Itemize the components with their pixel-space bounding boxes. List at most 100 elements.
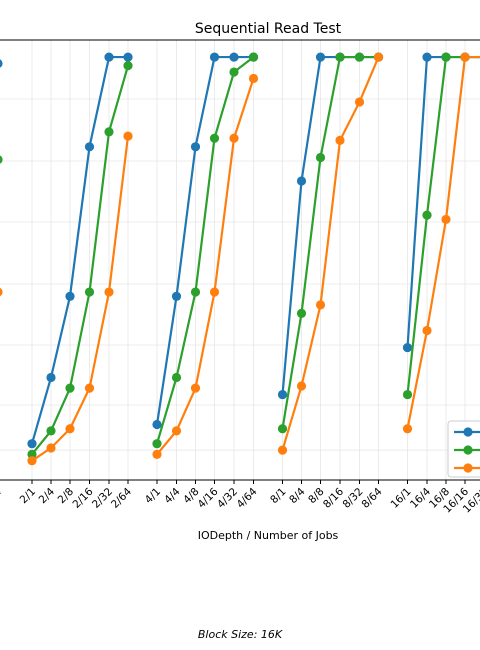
x-tick-labels: 1/64 2/12/42/82/162/322/64 4/1 4/44/84/164/… bbox=[0, 480, 480, 516]
series-line-segment bbox=[31, 65, 130, 456]
x-tick-label: 4/32 bbox=[215, 486, 240, 511]
x-tick-label: 8/1 bbox=[268, 486, 288, 506]
data-point bbox=[209, 287, 220, 297]
data-point bbox=[296, 381, 307, 391]
data-point bbox=[229, 133, 239, 143]
data-point bbox=[0, 287, 3, 297]
data-point bbox=[84, 287, 95, 297]
data-point bbox=[123, 52, 133, 62]
data-point bbox=[190, 383, 201, 393]
data-point bbox=[171, 372, 182, 383]
data-point bbox=[277, 389, 288, 400]
data-point bbox=[46, 426, 56, 436]
data-point bbox=[402, 389, 413, 400]
legend-marker bbox=[463, 445, 473, 455]
footer-caption: Block Size: 16K bbox=[197, 628, 283, 641]
data-point bbox=[335, 52, 345, 62]
x-tick-label: 1/64 bbox=[0, 485, 4, 510]
x-tick-label: 2/64 bbox=[109, 485, 134, 510]
data-point bbox=[248, 73, 259, 84]
data-point bbox=[296, 176, 307, 186]
data-point bbox=[27, 439, 37, 449]
data-point bbox=[0, 59, 3, 68]
x-tick-label: 2/4 bbox=[37, 485, 58, 506]
x-tick-label: 4/16 bbox=[195, 485, 220, 510]
data-point bbox=[46, 372, 56, 383]
data-point bbox=[441, 52, 451, 62]
x-tick-label: 4/1 bbox=[143, 486, 163, 506]
data-point bbox=[402, 424, 413, 434]
data-point bbox=[460, 52, 470, 62]
data-point bbox=[229, 52, 239, 62]
series-lines bbox=[0, 52, 480, 466]
data-point bbox=[152, 419, 162, 430]
data-point bbox=[65, 291, 75, 301]
data-point bbox=[209, 52, 220, 62]
data-point bbox=[84, 383, 95, 393]
data-point bbox=[315, 152, 326, 163]
data-point bbox=[335, 135, 345, 145]
data-point bbox=[354, 97, 365, 107]
x-tick-label: 4/4 bbox=[162, 485, 183, 506]
series-line-segment bbox=[406, 55, 480, 429]
data-point bbox=[123, 61, 133, 71]
x-tick-label: 2/1 bbox=[18, 486, 38, 506]
data-point bbox=[229, 67, 239, 77]
data-point bbox=[373, 52, 384, 62]
data-point bbox=[152, 439, 162, 449]
data-point bbox=[46, 443, 56, 453]
axes bbox=[0, 39, 480, 481]
data-point bbox=[84, 142, 95, 152]
data-point bbox=[65, 424, 75, 434]
data-point bbox=[354, 52, 365, 62]
data-point bbox=[104, 52, 114, 62]
data-point bbox=[402, 342, 413, 353]
data-point bbox=[0, 155, 3, 164]
data-point bbox=[104, 287, 114, 297]
series-line-segment bbox=[156, 78, 255, 456]
data-point bbox=[248, 52, 259, 62]
legend-marker bbox=[463, 463, 473, 473]
series-line-segment bbox=[406, 55, 480, 395]
x-tick-label: 16/1 bbox=[388, 486, 413, 511]
x-tick-label: 2/32 bbox=[90, 486, 115, 511]
data-point bbox=[277, 445, 288, 455]
data-point bbox=[422, 325, 432, 336]
data-point bbox=[190, 142, 201, 152]
data-point bbox=[190, 287, 201, 297]
data-point bbox=[104, 127, 114, 137]
data-point bbox=[422, 210, 432, 220]
series-1 bbox=[0, 52, 480, 449]
data-point bbox=[209, 133, 220, 143]
x-tick-label: 8/4 bbox=[287, 485, 308, 506]
series-line-segment bbox=[155, 56, 255, 444]
data-point bbox=[441, 214, 451, 225]
series-line-segment bbox=[155, 55, 254, 425]
x-tick-label: 8/64 bbox=[359, 485, 384, 510]
x-tick-label: 4/64 bbox=[234, 485, 259, 510]
grid-lines bbox=[0, 40, 480, 480]
data-point bbox=[27, 456, 37, 466]
data-point bbox=[315, 300, 326, 310]
series-line-segment bbox=[281, 56, 380, 451]
legend bbox=[447, 420, 480, 478]
x-tick-label: 8/32 bbox=[340, 486, 365, 511]
data-point bbox=[277, 424, 288, 434]
chart-title: Sequential Read Test bbox=[195, 21, 342, 37]
data-point bbox=[315, 52, 326, 62]
data-point bbox=[123, 131, 133, 141]
data-point bbox=[27, 449, 37, 459]
data-point bbox=[171, 426, 182, 436]
series-3 bbox=[0, 52, 480, 466]
data-point bbox=[171, 291, 182, 301]
data-point bbox=[152, 449, 162, 459]
data-point bbox=[296, 308, 307, 318]
series-2 bbox=[0, 52, 480, 459]
x-tick-label: 8/16 bbox=[321, 485, 346, 510]
legend-marker bbox=[463, 427, 473, 437]
series-line-segment bbox=[31, 135, 130, 462]
data-point bbox=[65, 383, 75, 393]
x-tick-label: 2/16 bbox=[70, 485, 95, 510]
data-point bbox=[422, 52, 432, 62]
